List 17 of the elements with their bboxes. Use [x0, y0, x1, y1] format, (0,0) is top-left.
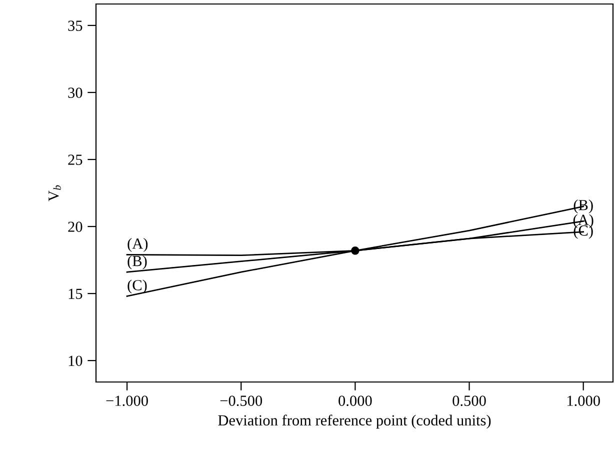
y-tick-label: 30	[68, 88, 82, 98]
x-axis-title: Deviation from reference point (coded units)	[218, 414, 491, 429]
y-axis-title: V$_{b}$	[48, 185, 61, 202]
y-tick-label: 15	[68, 288, 82, 299]
y-tick-label: 25	[68, 154, 82, 165]
x-tick-label: 0.500	[452, 396, 486, 406]
x-tick-label: −0.500	[220, 396, 262, 406]
y-tick-label: 20	[68, 222, 82, 232]
text: (B)	[128, 255, 147, 270]
text: (C)	[128, 280, 147, 294]
series-label: (B)	[574, 199, 593, 214]
x-tick-label: −1.000	[106, 396, 148, 406]
y-tick-label: 10	[68, 356, 82, 366]
x-tick-label: 1.000	[567, 396, 600, 406]
text: (A)	[128, 238, 148, 252]
x-tick-label: 0.000	[338, 396, 372, 406]
y-tick-label: 35	[68, 20, 82, 31]
